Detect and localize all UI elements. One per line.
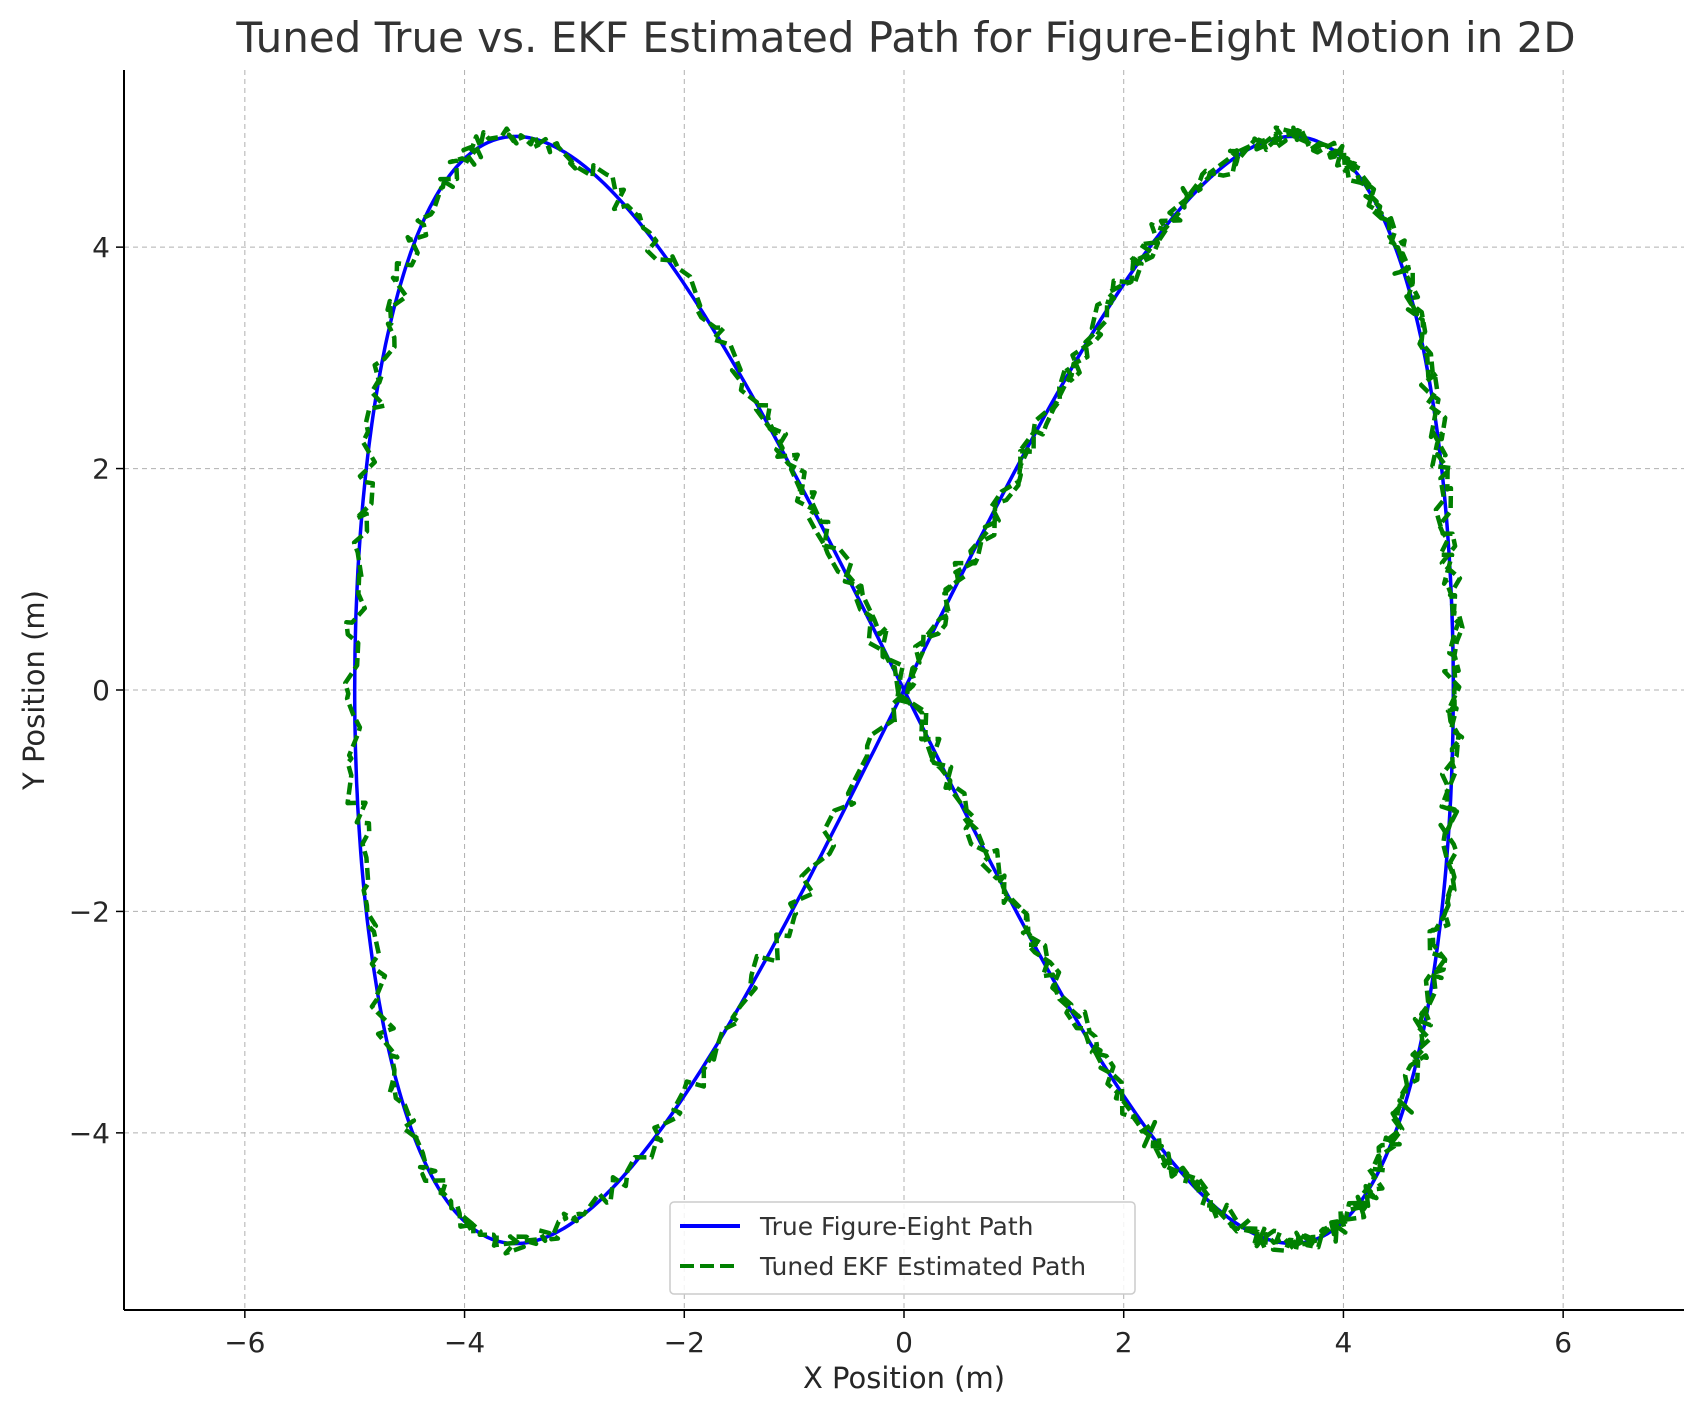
legend: True Figure-Eight Path Tuned EKF Estimat… [669,1201,1136,1295]
x-tick-label: −4 [444,1326,485,1359]
x-tick-label: 0 [895,1326,913,1359]
legend-label-true: True Figure-Eight Path [759,1212,1034,1241]
y-tick-label: −2 [69,895,110,928]
y-axis-label: Y Position (m) [17,590,51,791]
x-tick-label: 6 [1554,1326,1572,1359]
ticks: −6 −4 −2 0 2 4 6 −4 −2 0 2 4 [69,231,1572,1359]
x-tick-label: 4 [1335,1326,1353,1359]
chart-title: Tuned True vs. EKF Estimated Path for Fi… [235,13,1575,62]
y-tick-label: 0 [92,674,110,707]
y-tick-label: −4 [69,1117,110,1150]
legend-label-ekf: Tuned EKF Estimated Path [759,1252,1086,1281]
x-axis-label: X Position (m) [803,1361,1005,1395]
grid [124,70,1684,1310]
series-line-true [352,134,1456,1246]
y-tick-label: 4 [92,231,110,264]
x-tick-label: −2 [664,1326,705,1359]
y-tick-label: 2 [92,453,110,486]
series-line-ekf [343,125,1465,1256]
series-layer [343,125,1465,1256]
x-tick-label: 2 [1115,1326,1133,1359]
legend-box [669,1201,1136,1295]
x-tick-label: −6 [224,1326,265,1359]
